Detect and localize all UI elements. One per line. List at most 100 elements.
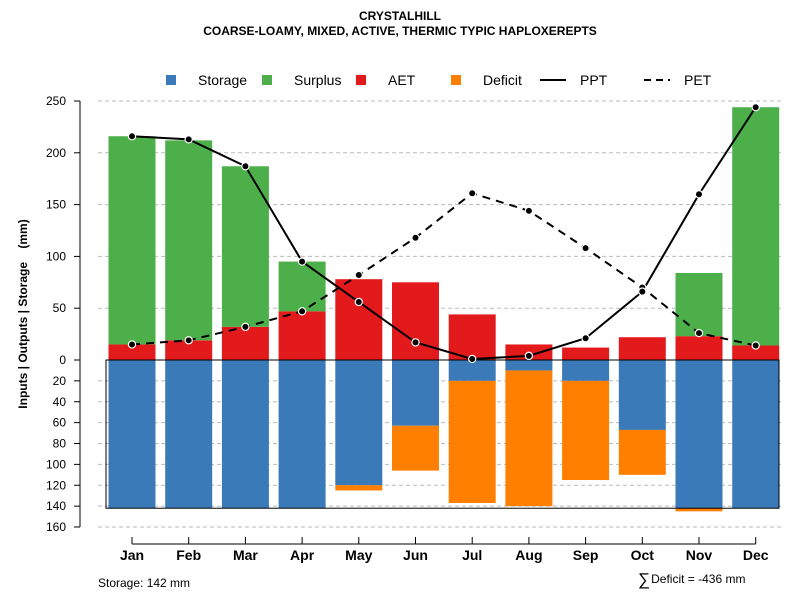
surplus-bar bbox=[165, 140, 213, 341]
storage-bar bbox=[675, 360, 723, 509]
storage-bar bbox=[732, 360, 780, 509]
ppt-point bbox=[638, 287, 647, 296]
pet-point bbox=[184, 336, 193, 345]
storage-bar bbox=[618, 360, 666, 430]
deficit-bar bbox=[618, 429, 666, 475]
aet-bar bbox=[108, 344, 156, 360]
deficit-bar bbox=[335, 485, 383, 491]
storage-bar bbox=[278, 360, 326, 509]
x-tick-label: Dec bbox=[743, 547, 769, 563]
y-tick-label: 50 bbox=[53, 301, 67, 315]
storage-bar bbox=[335, 360, 383, 486]
deficit-summary: ∑Deficit = -436 mm bbox=[638, 570, 745, 590]
aet-bar bbox=[278, 311, 326, 360]
ppt-point bbox=[297, 257, 307, 266]
y-tick-label: 150 bbox=[46, 198, 66, 212]
ppt-point bbox=[524, 351, 534, 361]
surplus-bar bbox=[732, 107, 780, 346]
chart-subtitle: COARSE-LOAMY, MIXED, ACTIVE, THERMIC TYP… bbox=[203, 24, 597, 38]
pet-point bbox=[297, 307, 307, 316]
pet-point bbox=[581, 243, 590, 253]
sum-symbol: ∑ bbox=[638, 570, 651, 589]
aet-bar bbox=[221, 326, 269, 360]
storage-bar bbox=[392, 360, 439, 426]
storage-bar bbox=[108, 360, 156, 509]
pet-point bbox=[241, 322, 250, 332]
y-tick-label: 200 bbox=[46, 146, 66, 160]
ppt-point bbox=[241, 162, 250, 171]
ppt-point bbox=[184, 135, 193, 144]
deficit-bar bbox=[448, 380, 496, 503]
legend-swatch-deficit bbox=[451, 75, 461, 85]
pet-point bbox=[468, 189, 477, 198]
storage-bar bbox=[505, 360, 553, 371]
pet-point bbox=[524, 206, 534, 216]
legend-label-aet: AET bbox=[388, 72, 416, 88]
legend-label-ppt: PPT bbox=[580, 72, 608, 88]
aet-bar bbox=[335, 279, 383, 360]
storage-bar bbox=[562, 360, 610, 381]
ppt-point bbox=[694, 190, 704, 199]
deficit-bar bbox=[505, 370, 553, 507]
pet-point bbox=[354, 270, 363, 280]
y-tick-label: 140 bbox=[46, 499, 66, 513]
ppt-point bbox=[751, 103, 760, 112]
y-tick-label: 80 bbox=[53, 437, 67, 451]
deficit-bar bbox=[392, 425, 439, 471]
x-tick-label: Nov bbox=[686, 547, 713, 563]
legend-label-pet: PET bbox=[684, 72, 712, 88]
x-tick-label: May bbox=[345, 547, 372, 563]
y-tick-label: 60 bbox=[53, 416, 67, 430]
surplus-bar bbox=[221, 166, 269, 327]
y-tick-label: 0 bbox=[59, 353, 66, 367]
y-tick-label: 120 bbox=[46, 478, 66, 492]
surplus-bar bbox=[278, 261, 326, 312]
deficit-summary-text: Deficit = -436 mm bbox=[651, 572, 746, 586]
surplus-bar bbox=[675, 272, 723, 337]
legend-swatch-storage bbox=[166, 75, 176, 85]
surplus-bar bbox=[108, 136, 156, 345]
x-tick-label: Jun bbox=[403, 547, 428, 563]
x-tick-label: Oct bbox=[631, 547, 655, 563]
aet-bar bbox=[732, 345, 780, 360]
y-axis-label: Inputs | Outputs | Storage (mm) bbox=[16, 219, 30, 408]
ppt-point bbox=[127, 132, 137, 141]
y-tick-label: 40 bbox=[53, 395, 67, 409]
y-tick-label: 100 bbox=[46, 457, 66, 471]
pet-point bbox=[694, 328, 704, 338]
pet-point bbox=[751, 341, 760, 350]
legend-swatch-surplus bbox=[262, 75, 272, 85]
deficit-bar bbox=[675, 508, 723, 512]
y-tick-label: 160 bbox=[46, 520, 66, 534]
chart-title: CRYSTALHILL bbox=[359, 9, 441, 23]
ppt-line bbox=[131, 106, 757, 360]
storage-summary: Storage: 142 mm bbox=[98, 576, 191, 590]
x-tick-label: Aug bbox=[515, 547, 542, 563]
y-tick-label: 100 bbox=[46, 249, 66, 263]
ppt-point bbox=[581, 334, 590, 343]
aet-bar bbox=[448, 314, 496, 360]
x-tick-label: Mar bbox=[233, 547, 258, 563]
y-tick-label: 250 bbox=[46, 94, 66, 108]
legend-swatch-aet bbox=[356, 75, 366, 85]
ppt-point bbox=[468, 354, 477, 364]
legend-label-surplus: Surplus bbox=[294, 72, 341, 88]
x-tick-label: Apr bbox=[290, 547, 315, 563]
aet-bar bbox=[675, 336, 723, 360]
x-tick-label: Jul bbox=[462, 547, 482, 563]
aet-bar bbox=[165, 340, 213, 360]
pet-point bbox=[411, 233, 420, 242]
y-tick-label: 20 bbox=[53, 374, 67, 388]
aet-bar bbox=[562, 347, 610, 360]
pet-point bbox=[127, 340, 137, 349]
storage-bar bbox=[448, 360, 496, 381]
aet-bar bbox=[618, 337, 666, 360]
x-tick-label: Feb bbox=[176, 547, 201, 563]
ppt-point bbox=[354, 297, 363, 307]
deficit-bar bbox=[562, 380, 610, 481]
pet-line bbox=[131, 192, 756, 347]
storage-bar bbox=[165, 360, 213, 509]
x-tick-label: Sep bbox=[573, 547, 599, 563]
storage-bar bbox=[221, 360, 269, 509]
